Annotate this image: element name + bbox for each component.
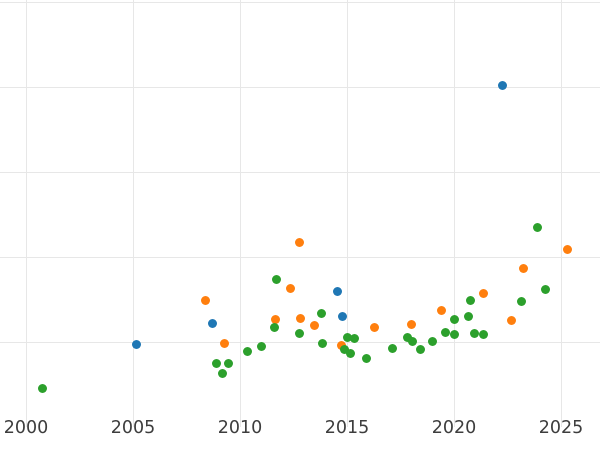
data-point-series-green (361, 354, 371, 363)
x-axis-tick-label: 2005 (110, 418, 156, 438)
data-point-series-green (441, 328, 450, 337)
data-point-series-green (415, 344, 425, 354)
data-point-series-green (211, 359, 221, 368)
horizontal-gridline (0, 257, 600, 258)
data-point-series-orange (296, 313, 305, 323)
vertical-gridline (347, 0, 348, 427)
data-point-series-blue (332, 286, 342, 296)
data-point-series-green (533, 223, 542, 232)
x-axis-tick-label: 2025 (538, 418, 584, 438)
vertical-gridline (26, 0, 27, 427)
data-point-series-green (407, 337, 417, 346)
data-point-series-green (243, 346, 252, 356)
data-point-series-orange (406, 320, 416, 329)
data-point-series-green (256, 341, 266, 351)
horizontal-gridline (0, 87, 600, 88)
data-point-series-green (469, 329, 479, 338)
data-point-series-orange (437, 305, 446, 315)
data-point-series-green (427, 336, 437, 346)
data-point-series-orange (506, 316, 516, 325)
data-point-series-green (270, 323, 279, 332)
data-point-series-orange (294, 237, 304, 247)
vertical-gridline (561, 0, 562, 427)
data-point-series-green (339, 344, 349, 354)
data-point-series-green (271, 274, 281, 284)
x-axis-tick-label: 2010 (217, 418, 263, 438)
x-axis-tick-label: 2020 (431, 418, 477, 438)
data-point-series-green (343, 332, 352, 342)
data-point-series-green (37, 383, 47, 393)
data-point-series-orange (200, 295, 210, 305)
vertical-gridline (454, 0, 455, 427)
horizontal-gridline (0, 342, 600, 343)
x-axis-tick-label: 2000 (3, 418, 49, 438)
vertical-gridline (133, 0, 134, 427)
data-point-series-green (402, 333, 412, 342)
data-point-series-green (345, 348, 355, 358)
data-point-series-orange (285, 283, 295, 293)
data-point-series-green (466, 296, 475, 305)
data-point-series-green (540, 284, 550, 294)
data-point-series-orange (309, 321, 319, 330)
data-point-series-orange (563, 244, 572, 254)
vertical-gridline (240, 0, 241, 427)
horizontal-gridline (0, 172, 600, 173)
x-axis-tick-label: 2015 (324, 418, 370, 438)
data-point-series-blue (208, 318, 217, 328)
data-point-series-green (464, 311, 473, 321)
data-point-series-green (294, 328, 304, 338)
data-point-series-green (318, 338, 327, 348)
data-point-series-green (449, 315, 459, 324)
data-point-series-green (217, 368, 227, 378)
horizontal-gridline (0, 2, 600, 3)
data-point-series-blue (338, 311, 347, 321)
data-point-series-orange (219, 338, 229, 348)
data-point-series-green (349, 334, 359, 343)
data-point-series-orange (271, 314, 280, 324)
data-point-series-blue (131, 339, 141, 349)
data-point-series-green (450, 330, 459, 339)
data-point-series-green (316, 309, 326, 318)
data-point-series-orange (369, 322, 379, 332)
data-point-series-blue (497, 80, 507, 90)
data-point-series-orange (518, 263, 528, 273)
data-point-series-green (387, 344, 397, 353)
data-point-series-green (517, 296, 526, 306)
data-point-series-green (223, 359, 233, 368)
data-point-series-orange (479, 289, 488, 298)
data-point-series-green (479, 329, 488, 339)
